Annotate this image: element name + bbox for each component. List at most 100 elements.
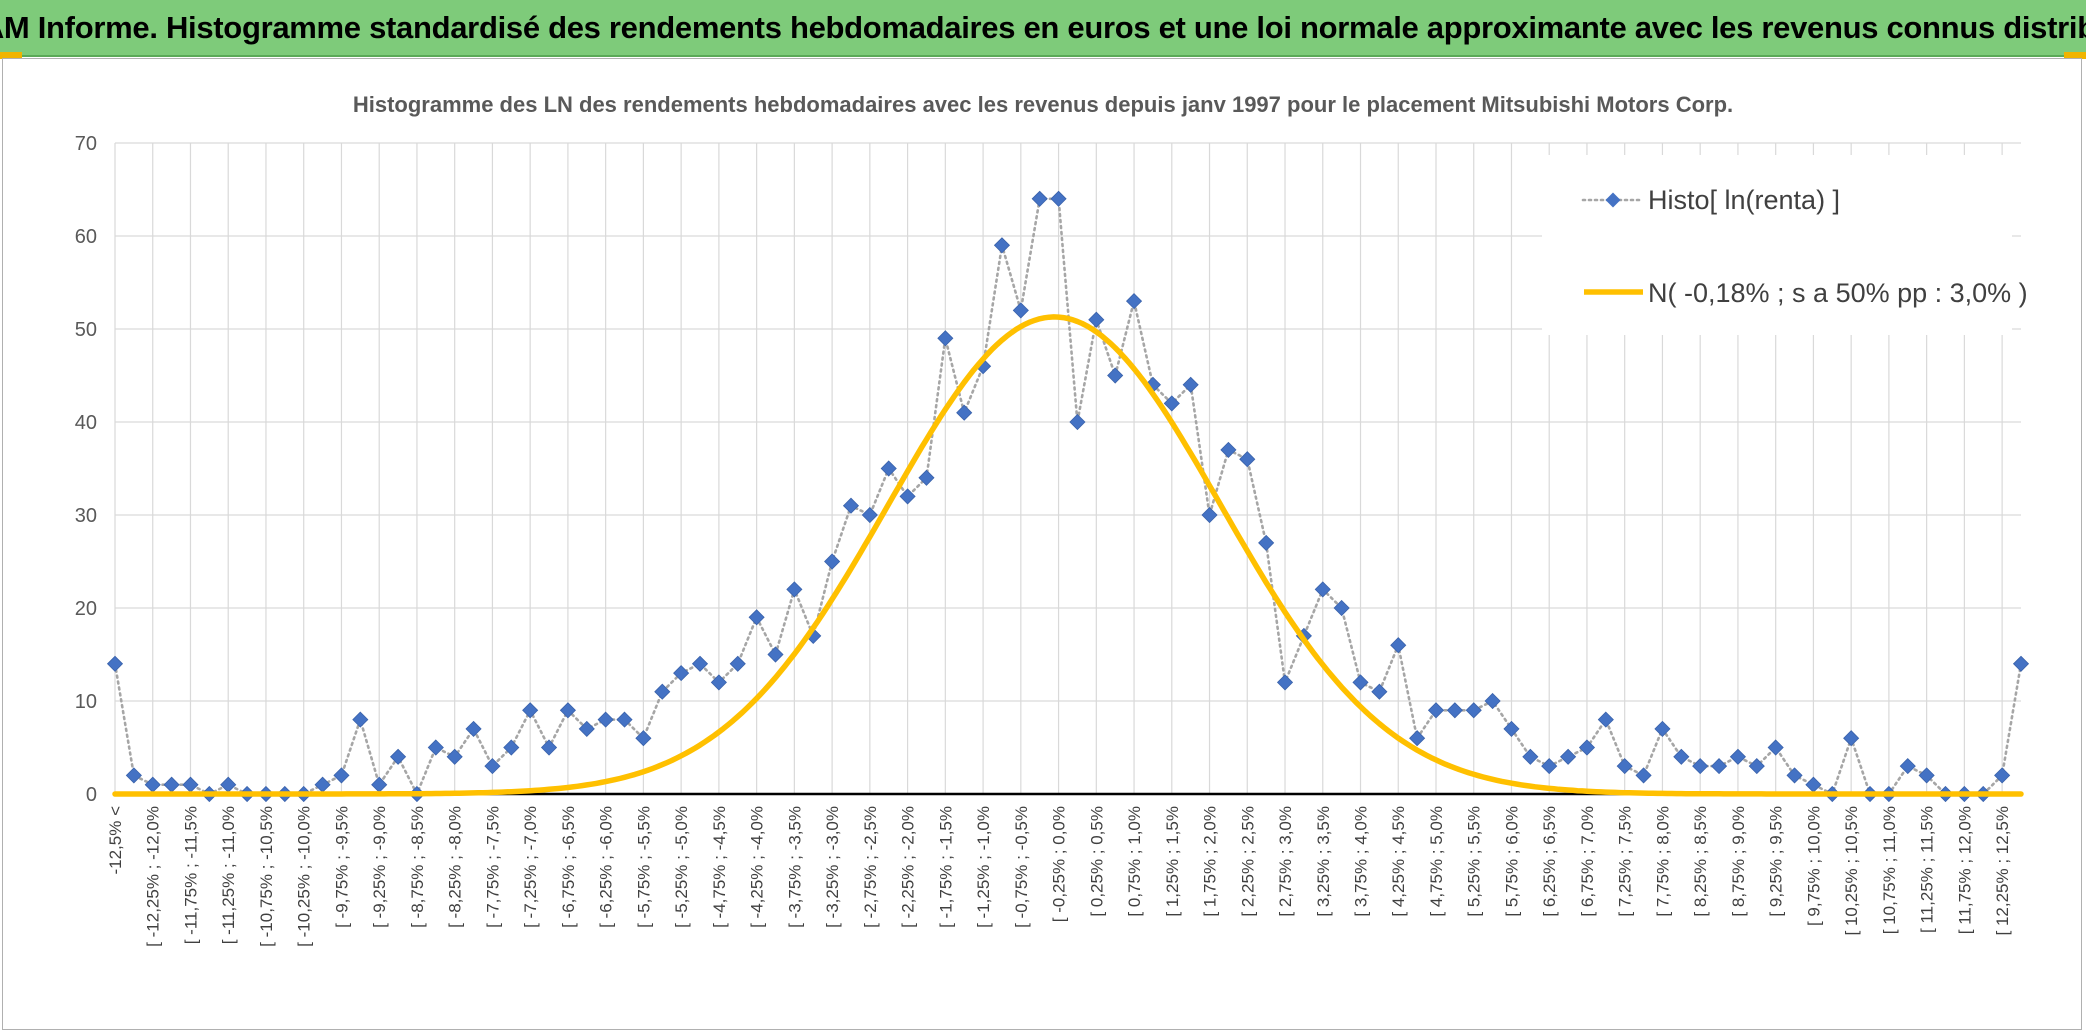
x-axis-tick-labels: -12,5% < [ -12,25% ; -12,0% [ -11,75% ; -1… xyxy=(106,806,2012,947)
x-tick-label: [ 10,25% ; 10,5% xyxy=(1842,806,1861,935)
histo-point xyxy=(1050,190,1067,207)
x-tick-label: [ 0,25% ; 0,5% xyxy=(1087,806,1106,917)
histo-point xyxy=(503,739,520,756)
histo-point xyxy=(1333,599,1350,617)
x-tick-label: [ 9,75% ; 10,0% xyxy=(1804,806,1823,926)
y-tick-label: 50 xyxy=(75,319,97,341)
x-tick-label: [ 9,25% ; 9,5% xyxy=(1767,806,1786,917)
histo-point xyxy=(1446,702,1463,719)
x-tick-label: [ 2,75% ; 3,0% xyxy=(1276,806,1295,917)
histo-point xyxy=(163,776,180,793)
histo-point xyxy=(1767,739,1784,756)
x-tick-label: [ 4,25% ; 4,5% xyxy=(1389,806,1408,917)
x-tick-label: [ -4,75% ; -4,5% xyxy=(710,806,729,928)
histo-point xyxy=(956,404,973,421)
histo-point xyxy=(1352,674,1369,691)
histo-point xyxy=(1371,683,1388,700)
histo-point xyxy=(559,702,576,719)
report-title: ADAM Informe. Histogramme standardisé de… xyxy=(0,9,2086,45)
x-tick-label: [ -5,75% ; -5,5% xyxy=(634,806,653,928)
histo-point xyxy=(1710,758,1728,775)
histo-point xyxy=(540,739,558,756)
histo-point xyxy=(673,665,690,682)
legend-background xyxy=(1542,155,2012,335)
histo-point xyxy=(1239,451,1256,468)
histo-point xyxy=(1654,720,1671,737)
x-tick-label: [ 1,75% ; 2,0% xyxy=(1201,806,1220,917)
histo-point xyxy=(1314,581,1331,598)
histo-point xyxy=(1541,758,1558,775)
histo-point xyxy=(635,730,652,747)
x-tick-label: [ 11,25% ; 11,5% xyxy=(1918,806,1937,933)
histo-point xyxy=(767,646,784,663)
histo-point xyxy=(786,581,803,598)
y-tick-label: 20 xyxy=(75,598,97,620)
x-tick-label: [ 8,25% ; 8,5% xyxy=(1691,806,1710,917)
histo-point xyxy=(1522,748,1539,765)
x-tick-label: [ 2,25% ; 2,5% xyxy=(1238,806,1257,917)
histo-point xyxy=(1220,441,1237,458)
histo-point xyxy=(880,460,897,477)
corner-accent-right xyxy=(2064,52,2086,59)
y-axis-tick-labels: 0 10 20 30 40 50 60 70 xyxy=(75,133,97,806)
x-tick-label: [ 7,25% ; 7,5% xyxy=(1616,806,1635,917)
histo-point xyxy=(748,609,765,626)
histo-point xyxy=(1560,748,1577,765)
histo-point xyxy=(710,674,727,691)
x-tick-label: [ 5,25% ; 5,5% xyxy=(1465,806,1484,917)
y-tick-label: 0 xyxy=(86,784,97,806)
x-tick-label: [ -12,25% ; -12,0% xyxy=(144,806,163,947)
histo-point xyxy=(1729,748,1746,765)
histo-point xyxy=(1673,748,1690,765)
x-tick-label: [ -1,75% ; -1,5% xyxy=(936,806,955,928)
histo-point xyxy=(1484,692,1501,710)
histo-point xyxy=(314,776,331,793)
series-normal xyxy=(112,314,2024,797)
histo-point xyxy=(446,748,463,765)
y-tick-label: 30 xyxy=(75,505,97,527)
histo-point xyxy=(1465,702,1482,719)
histo-point xyxy=(729,655,746,672)
x-tick-label: [ 3,75% ; 4,0% xyxy=(1352,806,1371,917)
histo-point xyxy=(654,683,671,700)
x-tick-label: [ 7,75% ; 8,0% xyxy=(1653,806,1672,917)
x-tick-label: [ -10,75% ; -10,5% xyxy=(257,806,276,947)
x-tick-label: [ -6,75% ; -6,5% xyxy=(559,806,578,928)
chart-title: Histogramme des LN des rendements hebdom… xyxy=(353,92,1733,117)
x-tick-label: [ -0,25% ; 0,0% xyxy=(1050,806,1069,922)
x-tick-label: [ -1,25% ; -1,0% xyxy=(974,806,993,928)
histo-point xyxy=(1635,767,1652,784)
x-tick-label: [ -5,25% ; -5,0% xyxy=(672,806,691,928)
x-tick-label: [ -2,75% ; -2,5% xyxy=(861,806,880,928)
histo-point xyxy=(1994,767,2011,784)
x-tick-label: [ 8,75% ; 9,0% xyxy=(1729,806,1748,917)
legend-normal-label: N( -0,18% ; s a 50% pp : 3,0% ) xyxy=(1648,278,2028,308)
chart-legend: Histo[ ln(renta) ] N( -0,18% ; s a 50% p… xyxy=(1542,155,2028,335)
histo-point xyxy=(1692,758,1709,775)
x-tick-label: [ -6,25% ; -6,0% xyxy=(597,806,616,928)
x-tick-label: [ -7,75% ; -7,5% xyxy=(483,806,502,928)
x-tick-label: [ 6,25% ; 6,5% xyxy=(1540,806,1559,917)
histo-point xyxy=(371,776,388,793)
histo-point xyxy=(1031,190,1048,207)
x-tick-label: [ -10,25% ; -10,0% xyxy=(295,806,314,947)
x-tick-label: [ 3,25% ; 3,5% xyxy=(1314,806,1333,917)
histo-point xyxy=(1748,758,1765,775)
x-tick-label: [ -7,25% ; -7,0% xyxy=(521,806,540,928)
normal-curve-line xyxy=(112,314,2024,797)
y-tick-label: 40 xyxy=(75,412,97,434)
histo-point xyxy=(1276,674,1294,691)
x-tick-label: [ -8,75% ; -8,5% xyxy=(408,806,427,928)
histo-point xyxy=(861,506,878,524)
histo-point xyxy=(937,330,954,347)
histo-point xyxy=(182,776,199,793)
x-tick-label: [ -11,25% ; -11,0% xyxy=(219,806,238,944)
histo-point xyxy=(1899,758,1916,775)
report-banner: ADAM Informe. Histogramme standardisé de… xyxy=(0,0,2086,57)
x-tick-label: [ 0,75% ; 1,0% xyxy=(1125,806,1144,917)
histo-point xyxy=(522,702,539,719)
histo-point xyxy=(1503,720,1520,737)
histo-point xyxy=(1786,767,1803,784)
histo-point xyxy=(1258,534,1275,551)
